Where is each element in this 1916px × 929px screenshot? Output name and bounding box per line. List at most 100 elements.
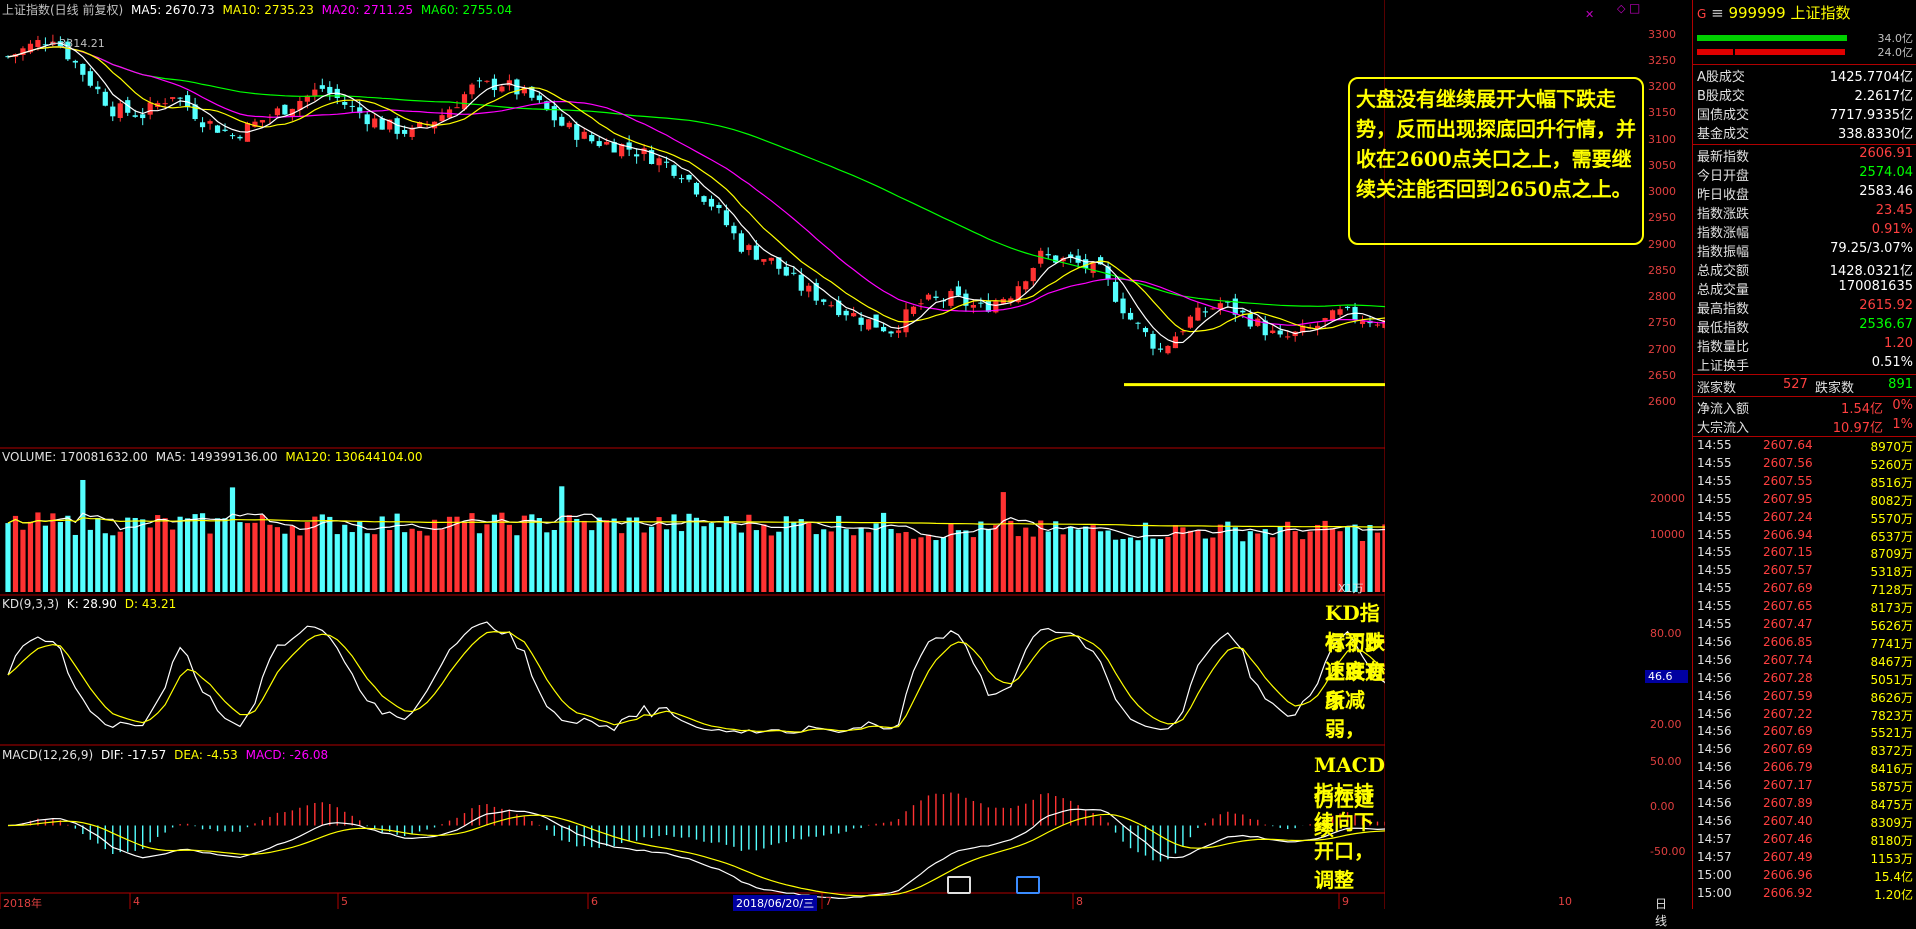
candle-body (484, 80, 490, 82)
tick-volume: 7128万 (1870, 583, 1913, 598)
period-label[interactable]: 日线 (1655, 897, 1668, 928)
candle-body (357, 107, 363, 114)
volume-y-tick: 20000 (1650, 492, 1685, 505)
macd-value: MACD: -26.08 (245, 748, 329, 762)
chart-canvas[interactable]: 2536.67 (0, 0, 1385, 909)
grid-icon[interactable]: □ (1629, 1, 1641, 15)
candle-body (753, 245, 759, 260)
volume-bar (1344, 526, 1351, 592)
candle-body (671, 165, 677, 176)
menu-icon[interactable]: ≡ (1711, 4, 1724, 22)
candle-body (641, 148, 647, 155)
zoom-fit-icon[interactable] (947, 876, 971, 894)
volume-bar (768, 535, 774, 592)
kd-annotation-line1: KD指标下跌速度有所减弱， (1325, 601, 1385, 741)
candle-body (723, 210, 730, 226)
buy-sell-bars: 34.0亿 24.0亿 (1697, 32, 1913, 61)
main-annotation-text: 大盘没有继续展开大幅下跌走势，反而出现探底回升行情，并收在2600点关口之上，需… (1356, 87, 1636, 201)
volume-title: VOLUME: 170081632.00 (2, 450, 148, 464)
tick-price: 2606.96 (1763, 867, 1813, 882)
tick-time: 14:56 (1697, 742, 1732, 757)
tick-volume: 8082万 (1870, 493, 1913, 508)
candle-body (589, 135, 595, 142)
volume-bar (933, 540, 939, 592)
volume-bar (559, 486, 565, 592)
volume-ma120-line (7, 517, 1385, 528)
candle (686, 174, 692, 183)
candle-body (708, 198, 715, 207)
volume-bar (701, 526, 707, 592)
tick-time: 14:56 (1697, 706, 1732, 721)
volume-bar (12, 515, 19, 592)
tick-volume: 15.4亿 (1874, 869, 1913, 884)
candle (716, 202, 722, 214)
macd-header: MACD(12,26,9) DIF: -17.57 DEA: -4.53 MAC… (2, 748, 328, 762)
candle-body (372, 118, 378, 128)
candle-body (319, 85, 325, 89)
candle (282, 104, 288, 116)
chart-area[interactable]: 2536.67 上证指数(日线 前复权) MA5: 2670.73 MA10: … (0, 0, 1688, 928)
candle-body (394, 118, 400, 134)
volume-ma5-line (7, 512, 1385, 539)
volume-bar (27, 521, 34, 592)
volume-bar (903, 531, 909, 592)
down-count: 891 (1888, 377, 1913, 392)
tick-volume: 8416万 (1870, 762, 1913, 777)
tick-price: 2607.64 (1763, 438, 1813, 452)
candle-body (1165, 345, 1171, 354)
volume-bar (948, 523, 954, 592)
window-icon[interactable] (1016, 876, 1040, 894)
candle-body (1127, 312, 1134, 320)
volume-bar (1068, 526, 1074, 592)
volume-bar (940, 537, 947, 592)
volume-bar (117, 531, 123, 592)
volume-bar (1165, 536, 1171, 592)
volume-bar (529, 514, 535, 592)
volume-bar (147, 527, 153, 592)
volume-bar (5, 523, 11, 592)
volume-bar (1075, 529, 1081, 592)
quote-row: 指数振幅 79.25/3.07% (1697, 241, 1913, 260)
flow-block-label: 大宗流入 (1697, 421, 1750, 436)
tick-price: 2607.49 (1763, 849, 1813, 864)
tick-time: 15:00 (1697, 867, 1732, 882)
volume-bar (327, 516, 333, 592)
volume-bar (843, 529, 849, 592)
turnover-section: A股成交 1425.7704亿 B股成交 2.2617亿 国债成交 7717.9335亿基… (1693, 66, 1916, 142)
candle (409, 125, 415, 141)
quote-row: 指数涨跌 23.45 (1697, 203, 1913, 222)
tick-row: 14:56 2607.28 5051万 (1697, 671, 1913, 688)
volume-bar (379, 516, 385, 592)
tick-list[interactable]: 14:55 2607.64 8970万 14:55 2607.56 5260万 14:55 2… (1693, 438, 1916, 908)
tick-volume: 1153万 (1870, 851, 1913, 866)
candle (461, 91, 468, 111)
close-icon[interactable]: ✕ (1585, 8, 1595, 21)
volume-bar (50, 513, 56, 592)
volume-bar (596, 517, 602, 592)
tick-row: 14:55 2607.24 5570万 (1697, 510, 1913, 527)
settings-icon[interactable]: ◇ (1617, 2, 1626, 15)
candle-body (469, 84, 475, 95)
volume-bar (776, 531, 782, 592)
candle-body (110, 106, 116, 117)
volume-bar (731, 523, 737, 592)
candle-body (663, 161, 670, 163)
tick-time: 14:56 (1697, 670, 1732, 685)
candle-body (551, 106, 557, 121)
flow-net-label: 净流入额 (1697, 402, 1750, 417)
candle (80, 63, 86, 82)
candle (297, 97, 303, 117)
quote-section: 最新指数 2606.91 今日开盘 2574.04 昨日收盘 2583.46 指数涨跌 23.… (1693, 146, 1916, 374)
candle-body (1187, 316, 1194, 328)
tick-row: 14:56 2607.40 8309万 (1697, 814, 1913, 831)
candle-body (701, 196, 707, 202)
x-tick-label: 5 (341, 895, 348, 908)
candle-body (72, 60, 78, 63)
turnover-value: 2.2617亿 (1854, 89, 1914, 104)
tick-volume: 8626万 (1870, 690, 1913, 705)
ma60-line (7, 46, 1385, 308)
candle-body (170, 97, 176, 99)
tick-volume: 8309万 (1870, 815, 1913, 830)
candle-body (559, 116, 565, 126)
tick-volume: 7741万 (1870, 636, 1913, 651)
